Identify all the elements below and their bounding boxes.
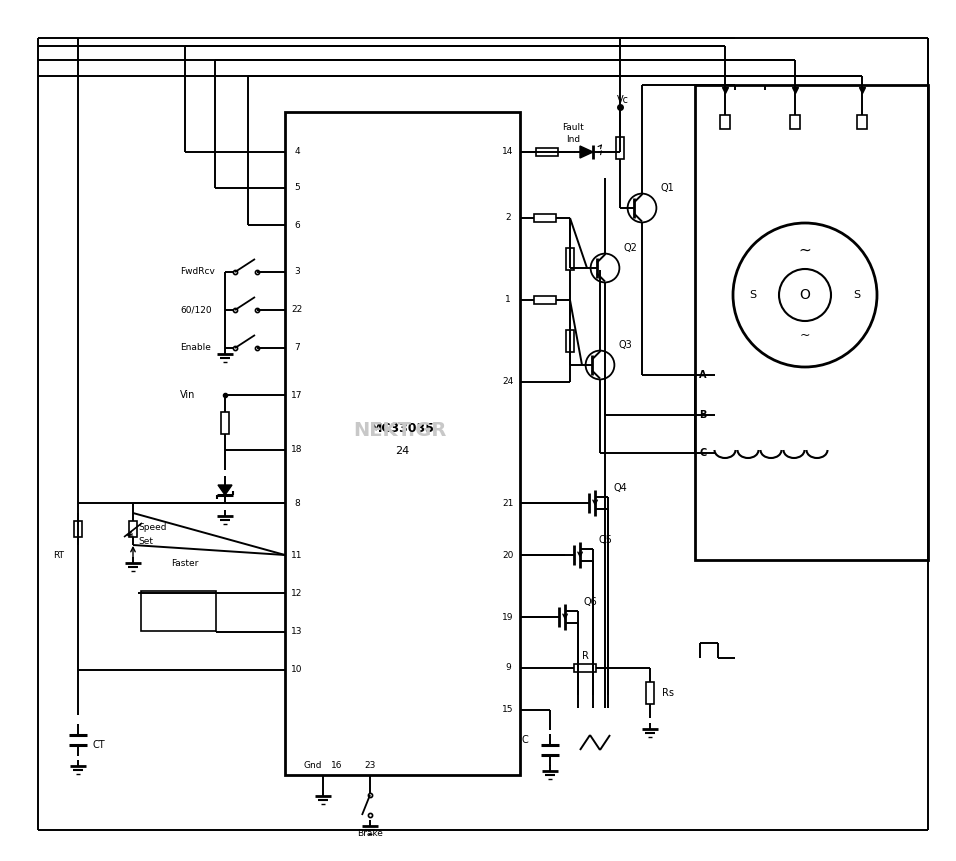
Text: Q4: Q4 xyxy=(613,483,627,493)
Text: 8: 8 xyxy=(294,499,300,507)
Bar xyxy=(857,115,867,129)
Text: CT: CT xyxy=(93,740,105,750)
Text: 2: 2 xyxy=(505,214,511,222)
Bar xyxy=(695,85,928,560)
Text: Fault: Fault xyxy=(562,122,584,132)
Text: 4: 4 xyxy=(294,147,300,157)
Text: Faster: Faster xyxy=(171,559,199,567)
Bar xyxy=(720,115,730,129)
Text: ~: ~ xyxy=(798,243,812,257)
Bar xyxy=(285,112,520,775)
Text: 11: 11 xyxy=(292,550,303,560)
Text: S: S xyxy=(854,290,860,300)
Bar xyxy=(74,521,82,537)
Text: Speed: Speed xyxy=(138,523,166,532)
Bar xyxy=(646,682,654,704)
Bar xyxy=(616,137,624,158)
Text: FwdRcv: FwdRcv xyxy=(180,268,215,276)
Text: 14: 14 xyxy=(502,147,513,157)
Text: 21: 21 xyxy=(502,499,513,507)
Bar xyxy=(566,330,574,352)
Text: 20: 20 xyxy=(502,550,513,560)
Text: 3: 3 xyxy=(294,268,300,276)
Text: 16: 16 xyxy=(331,760,343,770)
Text: Vc: Vc xyxy=(617,95,629,105)
Text: 15: 15 xyxy=(502,705,513,715)
Text: Q2: Q2 xyxy=(623,243,637,253)
Text: B: B xyxy=(699,410,706,420)
Text: RT: RT xyxy=(53,550,64,560)
Text: 17: 17 xyxy=(292,391,303,400)
Text: A: A xyxy=(699,370,706,380)
Text: S: S xyxy=(750,290,756,300)
Text: R: R xyxy=(581,651,589,661)
Text: 60/120: 60/120 xyxy=(180,306,211,314)
Text: 13: 13 xyxy=(292,628,303,636)
Text: Ind: Ind xyxy=(566,134,580,144)
Bar xyxy=(574,664,596,672)
Text: 5: 5 xyxy=(294,183,300,193)
Text: ~: ~ xyxy=(800,329,811,342)
Text: 22: 22 xyxy=(292,306,303,314)
Text: Vin: Vin xyxy=(180,390,195,400)
Text: 12: 12 xyxy=(292,589,303,598)
Bar xyxy=(566,248,574,270)
Text: MC33035: MC33035 xyxy=(370,422,435,435)
Text: 18: 18 xyxy=(292,445,303,455)
Text: Enable: Enable xyxy=(180,344,211,352)
Text: Brake: Brake xyxy=(357,828,383,838)
Bar xyxy=(129,521,137,537)
Text: Q6: Q6 xyxy=(583,597,597,607)
Text: NEKT.GR: NEKT.GR xyxy=(354,420,446,439)
Text: Q5: Q5 xyxy=(598,535,612,545)
Text: 24: 24 xyxy=(396,447,409,456)
Polygon shape xyxy=(580,146,593,158)
Bar xyxy=(534,296,556,304)
Text: 9: 9 xyxy=(505,664,511,672)
Text: O: O xyxy=(799,288,811,302)
Text: C: C xyxy=(700,448,706,458)
Bar xyxy=(141,591,216,631)
Text: Rs: Rs xyxy=(662,688,674,698)
Bar xyxy=(534,214,556,222)
Text: 24: 24 xyxy=(502,377,513,387)
Text: Set: Set xyxy=(138,536,153,546)
Text: 1: 1 xyxy=(505,295,511,305)
Text: 23: 23 xyxy=(364,760,376,770)
Text: 6: 6 xyxy=(294,220,300,230)
Text: C: C xyxy=(522,735,529,745)
Polygon shape xyxy=(218,485,232,495)
Text: 19: 19 xyxy=(502,612,513,622)
Text: 10: 10 xyxy=(292,666,303,674)
Text: Q1: Q1 xyxy=(661,183,674,193)
Text: Q3: Q3 xyxy=(619,340,632,350)
Bar xyxy=(221,412,229,433)
Bar xyxy=(536,148,558,156)
Bar xyxy=(790,115,800,129)
Text: Gnd: Gnd xyxy=(304,760,322,770)
Text: 7: 7 xyxy=(294,344,300,352)
